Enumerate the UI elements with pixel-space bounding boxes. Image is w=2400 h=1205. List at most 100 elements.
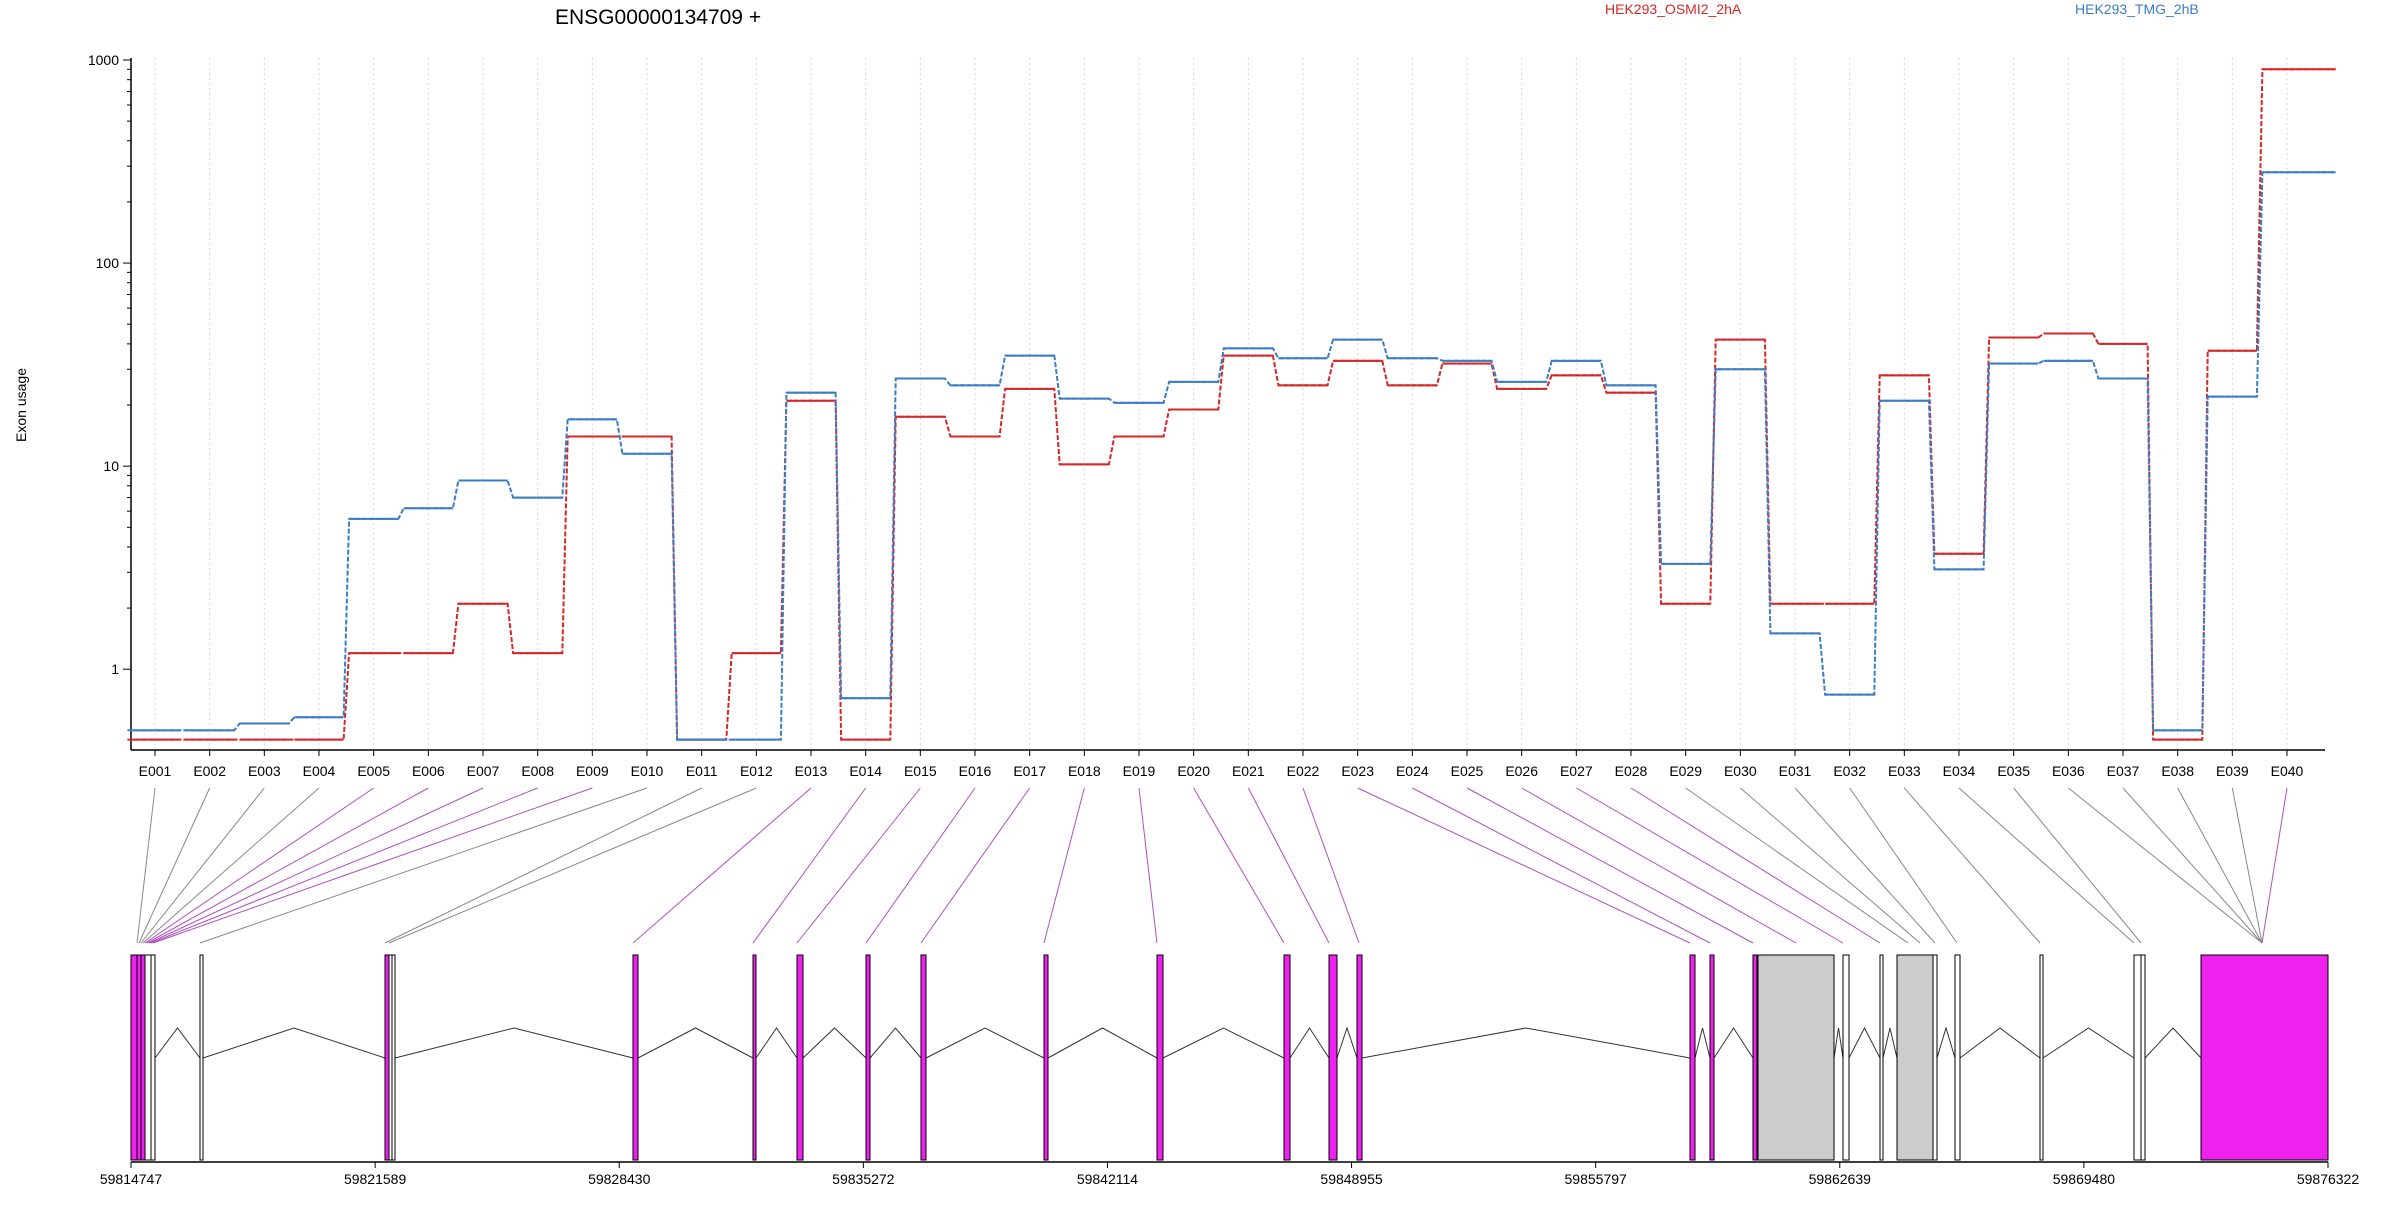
x-tick-label-E011: E011	[686, 763, 718, 779]
x-tick-labels: E001 E002 E003 E004 E005 E006 E007 E008 E009 E010…	[139, 763, 2304, 779]
exon-block	[2039, 954, 2044, 1161]
x-tick-label-E006: E006	[412, 763, 445, 779]
exon-block	[144, 954, 152, 1161]
connector-E004	[142, 787, 320, 944]
exon-block	[1328, 954, 1338, 1161]
connector-E027	[1576, 787, 1844, 944]
x-tick-label-E036: E036	[2052, 763, 2085, 779]
x-tick-label-E024: E024	[1396, 763, 1429, 779]
x-tick-label-E030: E030	[1724, 763, 1757, 779]
connector-E025	[1466, 787, 1754, 944]
connector-E030	[1740, 787, 1921, 944]
intron-line	[1833, 1027, 1844, 1059]
x-tick-label-E009: E009	[576, 763, 609, 779]
connector-E040	[2261, 787, 2288, 944]
x-tick-label-E025: E025	[1451, 763, 1484, 779]
connector-E020	[1193, 787, 1285, 944]
exon-block	[1709, 954, 1715, 1161]
x-tick-label-E021: E021	[1232, 763, 1265, 779]
exon-block	[2133, 954, 2142, 1161]
connector-E010	[199, 787, 648, 944]
x-tick-label-E039: E039	[2216, 763, 2249, 779]
x-tick-label-E023: E023	[1341, 763, 1374, 779]
gene-model	[130, 954, 2329, 1161]
y-tick-label: 100	[96, 255, 120, 271]
x-tick-label-E004: E004	[303, 763, 336, 779]
connector-E019	[1138, 787, 1158, 944]
connector-E028	[1630, 787, 1881, 944]
exon-block	[796, 954, 804, 1161]
exon-block	[865, 954, 871, 1161]
connector-E031	[1794, 787, 1936, 944]
exon-block	[140, 954, 146, 1161]
exon-block	[920, 954, 927, 1161]
x-tick-label-E037: E037	[2107, 763, 2140, 779]
axes: 1 10 100 1000	[88, 52, 2325, 756]
exon-block	[1954, 954, 1961, 1161]
coordinate-tick-label: 59876322	[2297, 1171, 2360, 1187]
connector-E009	[152, 787, 593, 944]
connector-E039	[2231, 787, 2263, 944]
y-axis-label: Exon usage	[13, 368, 29, 442]
connector-E034	[1958, 787, 2135, 944]
connector-E015	[796, 787, 921, 944]
genomic-coordinate-axis: 59814747 59821589 59828430 59835272 59842114…	[100, 1161, 2360, 1187]
coordinate-tick-label: 59862639	[1809, 1171, 1872, 1187]
exon-block	[752, 954, 757, 1161]
x-tick-label-E032: E032	[1833, 763, 1866, 779]
connector-E021	[1247, 787, 1330, 944]
connector-E003	[140, 787, 265, 944]
series-line-2	[127, 171, 2336, 741]
connector-E023	[1357, 787, 1691, 944]
connector-E016	[865, 787, 976, 944]
intron-line	[1162, 1027, 1285, 1059]
coordinate-tick-label: 59821589	[344, 1171, 407, 1187]
connector-E029	[1685, 787, 1909, 944]
intron-line	[1713, 1027, 1754, 1059]
connector-E038	[2177, 787, 2263, 944]
series-2	[127, 171, 2336, 741]
exon-block	[1043, 954, 1049, 1161]
chart-title: ENSG00000134709 +	[555, 6, 761, 29]
y-tick-label: 1000	[88, 52, 119, 68]
connector-E032	[1849, 787, 1958, 944]
connector-E022	[1302, 787, 1360, 944]
intron-line	[1959, 1027, 2041, 1059]
exon-block	[391, 954, 396, 1161]
x-tick-label-E014: E014	[849, 763, 882, 779]
x-tick-label-E008: E008	[521, 763, 554, 779]
connector-E001	[136, 787, 156, 944]
x-tick-label-E002: E002	[193, 763, 226, 779]
coordinate-tick-label: 59848955	[1320, 1171, 1383, 1187]
x-tick-label-E013: E013	[795, 763, 828, 779]
exon-block	[2200, 954, 2329, 1161]
connector-E033	[1903, 787, 2041, 944]
connector-E014	[752, 787, 867, 944]
series-1	[127, 68, 2336, 741]
y-tick-label: 10	[103, 458, 119, 474]
exon-block	[632, 954, 639, 1161]
connector-E037	[2122, 787, 2263, 944]
exon-block	[1156, 954, 1164, 1161]
exon-block	[1752, 954, 1758, 1161]
exon-block	[136, 954, 142, 1161]
exon-block	[1879, 954, 1884, 1161]
coordinate-tick-label: 59835272	[832, 1171, 895, 1187]
connector-E017	[920, 787, 1031, 944]
exon-block	[199, 954, 204, 1161]
x-tick-label-E007: E007	[467, 763, 500, 779]
intron-line	[394, 1027, 634, 1059]
x-tick-label-E038: E038	[2161, 763, 2194, 779]
exon-block	[1842, 954, 1850, 1161]
x-tick-label-E018: E018	[1068, 763, 1101, 779]
x-tick-label-E022: E022	[1287, 763, 1320, 779]
x-tick-label-E010: E010	[631, 763, 664, 779]
x-tick-label-E028: E028	[1615, 763, 1648, 779]
intron-line	[154, 1027, 201, 1059]
connector-E024	[1412, 787, 1711, 944]
exon-block	[1689, 954, 1696, 1161]
legend-label-series-1: HEK293_OSMI2_2hA	[1605, 1, 1742, 17]
x-tick-label-E001: E001	[139, 763, 172, 779]
x-tick-label-E012: E012	[740, 763, 773, 779]
